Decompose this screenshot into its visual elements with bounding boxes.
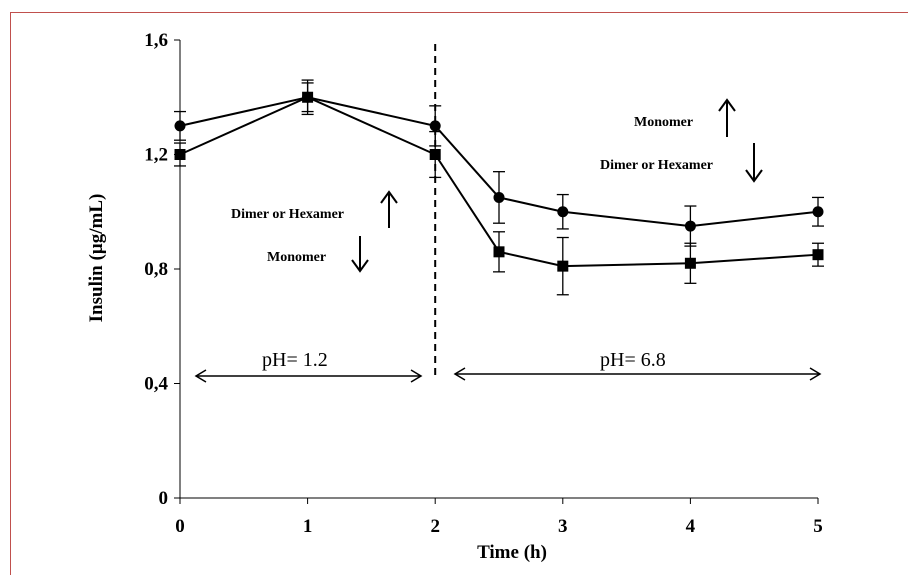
annotation-layer: Dimer or Hexamer Monomer Monomer Dimer o… <box>194 98 822 383</box>
x-tick-label: 2 <box>430 516 440 537</box>
up-arrow-icon <box>718 98 736 137</box>
data-point-circle <box>174 120 186 132</box>
series-2 <box>174 79 824 296</box>
y-tick-label: 0,8 <box>144 259 168 280</box>
annotation-dimer-left: Dimer or Hexamer <box>231 207 344 222</box>
annotation-monomer-left: Monomer <box>267 250 326 265</box>
ph-left-label: pH= 1.2 <box>262 349 328 371</box>
up-arrow-icon <box>380 190 398 228</box>
data-point-square <box>557 260 569 272</box>
down-arrow-icon <box>351 236 369 273</box>
double-arrow-icon <box>453 367 822 381</box>
data-point-circle <box>812 206 824 218</box>
x-tick-label: 3 <box>558 516 568 537</box>
axes: 0 1 2 3 4 5 0 0,4 0,8 1,2 1,6 <box>144 30 823 537</box>
series-layer <box>174 79 824 296</box>
x-tick-label: 4 <box>686 516 696 537</box>
chart-frame <box>10 12 908 575</box>
data-point-square <box>493 246 505 258</box>
x-axis-title: Time (h) <box>477 542 547 563</box>
y-tick-label: 1,2 <box>144 145 168 166</box>
ph-right-label: pH= 6.8 <box>600 349 666 371</box>
down-arrow-icon <box>745 143 763 183</box>
data-point-square <box>429 149 441 160</box>
data-point-square <box>174 149 186 160</box>
y-tick-label: 0,4 <box>144 374 168 395</box>
series-1 <box>174 82 824 247</box>
data-point-square <box>302 91 314 103</box>
y-tick-label: 1,6 <box>144 30 168 51</box>
data-point-square <box>684 257 696 269</box>
data-point-square <box>812 249 824 261</box>
double-arrow-icon <box>194 369 423 383</box>
data-point-circle <box>493 191 505 203</box>
x-tick-label: 0 <box>175 516 185 537</box>
x-tick-label: 5 <box>813 516 823 537</box>
y-tick-label: 0 <box>159 488 169 509</box>
data-point-circle <box>557 206 569 218</box>
annotation-monomer-right: Monomer <box>634 115 693 130</box>
y-axis-title: Insulin (µg/mL) <box>86 194 107 323</box>
annotation-dimer-right: Dimer or Hexamer <box>600 158 713 173</box>
data-point-circle <box>429 120 441 132</box>
x-tick-label: 1 <box>303 516 313 537</box>
data-point-circle <box>684 220 696 232</box>
